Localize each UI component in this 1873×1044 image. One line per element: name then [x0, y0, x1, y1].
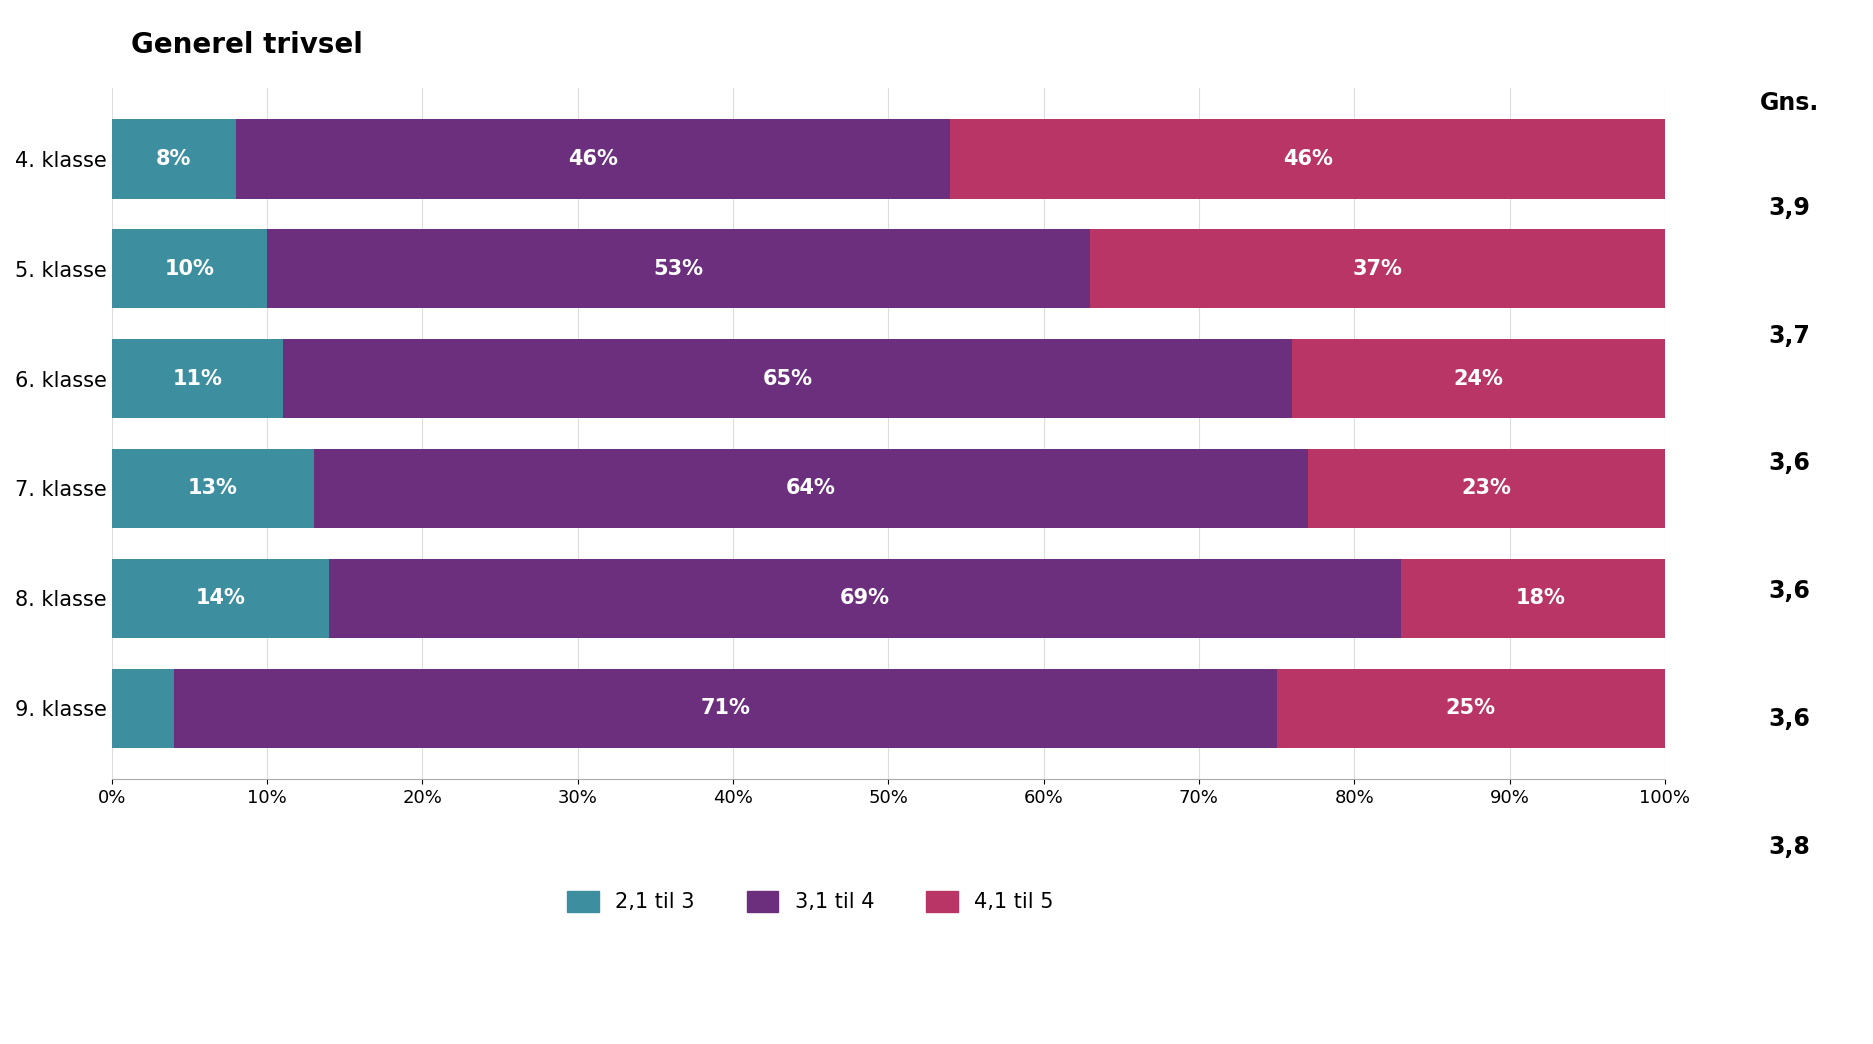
Bar	[950, 119, 1663, 198]
Bar	[268, 230, 1090, 308]
Text: 3,8: 3,8	[1768, 834, 1809, 858]
Text: 37%: 37%	[1352, 259, 1401, 279]
Bar	[112, 559, 330, 638]
Bar	[1276, 668, 1663, 748]
Text: 3,7: 3,7	[1768, 324, 1809, 348]
Text: 3,9: 3,9	[1768, 196, 1809, 220]
Bar	[283, 339, 1290, 419]
Bar	[330, 559, 1399, 638]
Bar	[313, 449, 1307, 528]
Legend: 2,1 til 3, 3,1 til 4, 4,1 til 5: 2,1 til 3, 3,1 til 4, 4,1 til 5	[558, 882, 1062, 921]
Text: 3,6: 3,6	[1768, 451, 1809, 475]
Text: 46%: 46%	[568, 149, 618, 169]
Text: 3,6: 3,6	[1768, 579, 1809, 603]
Bar	[1090, 230, 1663, 308]
Text: 65%: 65%	[762, 369, 811, 388]
Text: 46%: 46%	[1281, 149, 1332, 169]
Text: 25%: 25%	[1444, 698, 1495, 718]
Bar	[112, 119, 236, 198]
Bar	[1399, 559, 1680, 638]
Text: 24%: 24%	[1453, 369, 1502, 388]
Text: 18%: 18%	[1515, 588, 1564, 609]
Text: 69%: 69%	[839, 588, 890, 609]
Text: Generel trivsel: Generel trivsel	[131, 31, 363, 60]
Text: 53%: 53%	[654, 259, 702, 279]
Text: 10%: 10%	[165, 259, 214, 279]
Text: 14%: 14%	[195, 588, 245, 609]
Bar	[112, 230, 268, 308]
Text: 3,6: 3,6	[1768, 707, 1809, 731]
Text: 71%: 71%	[701, 698, 749, 718]
Text: Gns.: Gns.	[1759, 91, 1819, 115]
Text: 8%: 8%	[155, 149, 191, 169]
Bar	[112, 449, 313, 528]
Bar	[112, 339, 283, 419]
Bar	[174, 668, 1276, 748]
Text: 23%: 23%	[1461, 478, 1510, 498]
Text: 64%: 64%	[785, 478, 835, 498]
Bar	[236, 119, 950, 198]
Bar	[1307, 449, 1663, 528]
Bar	[112, 668, 174, 748]
Bar	[1290, 339, 1663, 419]
Text: 13%: 13%	[187, 478, 238, 498]
Text: 11%: 11%	[172, 369, 223, 388]
